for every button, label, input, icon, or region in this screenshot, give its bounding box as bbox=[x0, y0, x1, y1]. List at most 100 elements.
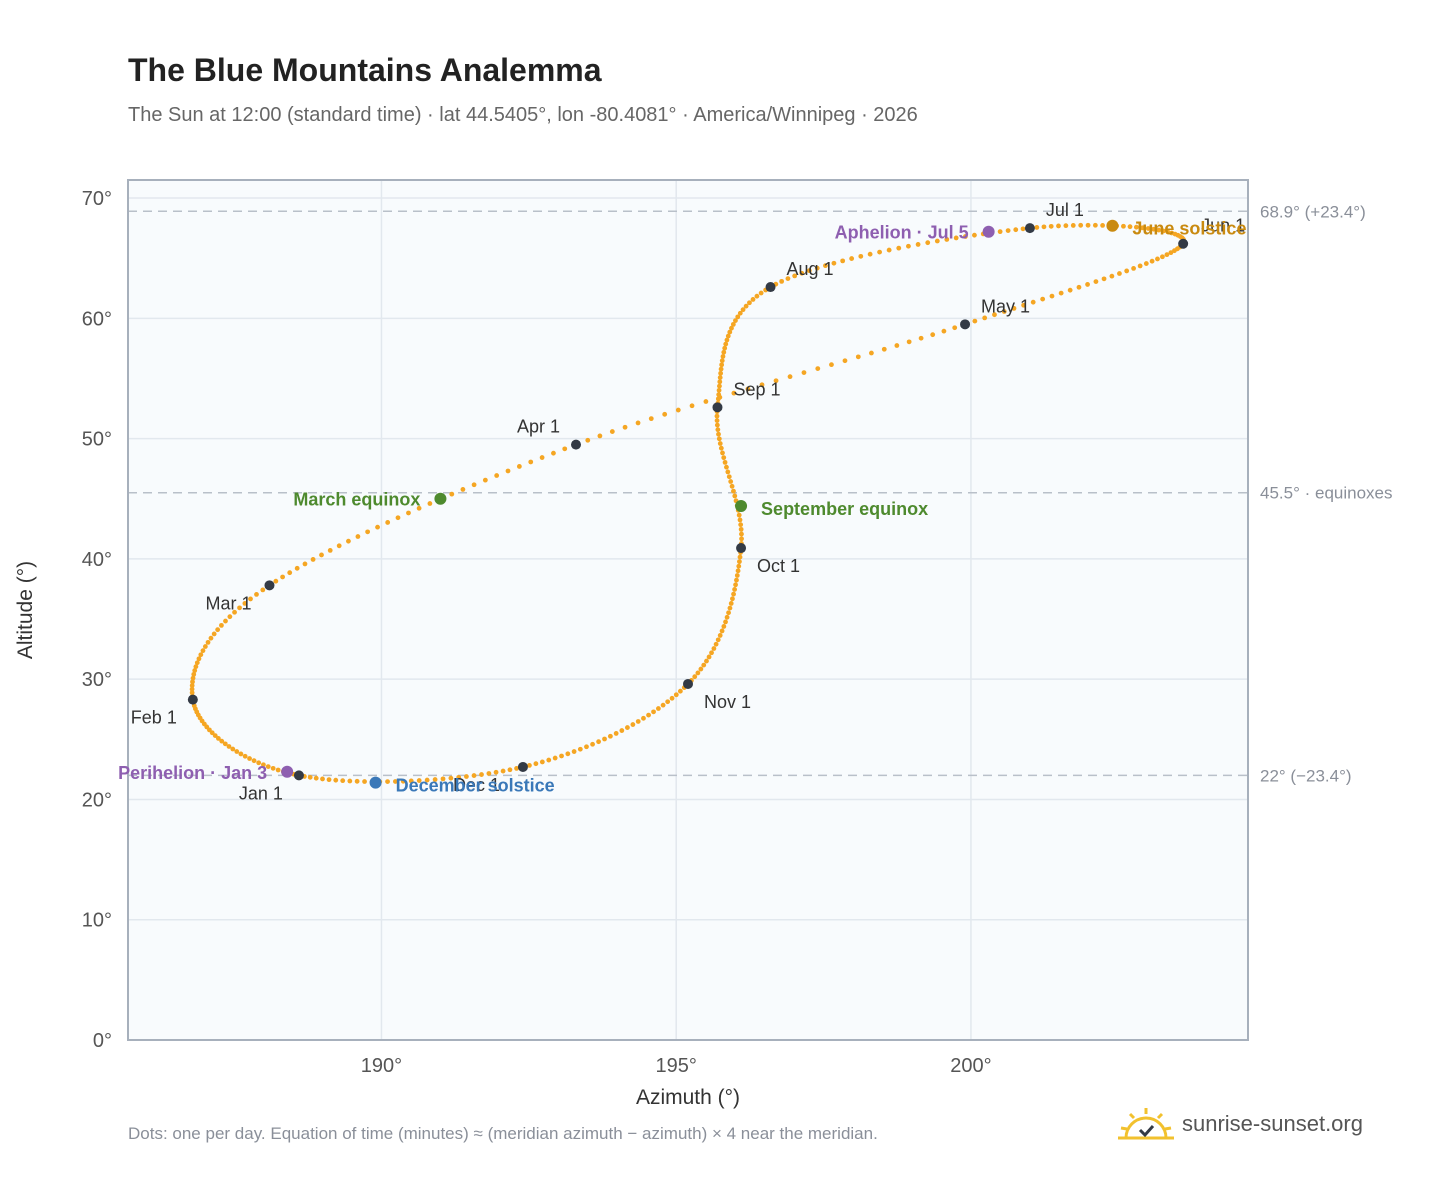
daily-dot bbox=[930, 332, 936, 338]
daily-dot bbox=[486, 771, 492, 776]
daily-dot bbox=[1149, 258, 1155, 264]
daily-dot bbox=[416, 778, 422, 783]
daily-dot bbox=[739, 531, 744, 537]
reference-line-label: 22° (−23.4°) bbox=[1260, 766, 1352, 785]
daily-dot bbox=[704, 658, 709, 664]
daily-dot bbox=[906, 339, 912, 345]
month-label: Mar 1 bbox=[205, 593, 251, 613]
month-label: Feb 1 bbox=[131, 708, 177, 728]
analemma-path bbox=[189, 222, 1187, 785]
daily-dot bbox=[718, 445, 724, 451]
daily-dot bbox=[1001, 309, 1007, 314]
event-label: March equinox bbox=[293, 490, 420, 510]
daily-dot bbox=[1145, 226, 1151, 231]
daily-dot bbox=[270, 765, 276, 771]
daily-dot bbox=[709, 650, 714, 656]
daily-dot bbox=[238, 751, 244, 757]
daily-dot bbox=[730, 596, 735, 602]
daily-dot bbox=[773, 378, 779, 384]
daily-dot bbox=[721, 455, 727, 461]
daily-dot bbox=[731, 591, 736, 597]
daily-dot bbox=[1021, 302, 1027, 308]
daily-dot bbox=[814, 265, 820, 271]
daily-dot bbox=[254, 592, 259, 597]
daily-dot bbox=[1085, 282, 1090, 287]
daily-dot bbox=[400, 778, 406, 784]
daily-dot bbox=[706, 654, 712, 660]
daily-dot bbox=[539, 455, 545, 460]
daily-dot bbox=[516, 464, 522, 469]
daily-dot bbox=[758, 290, 764, 296]
daily-dot bbox=[1140, 225, 1145, 231]
daily-dot bbox=[392, 779, 398, 784]
daily-dot bbox=[737, 517, 743, 523]
daily-dot bbox=[1151, 226, 1157, 232]
daily-dot bbox=[829, 362, 834, 368]
daily-dot bbox=[689, 403, 695, 409]
daily-dot bbox=[395, 515, 401, 521]
daily-dot bbox=[635, 420, 641, 426]
daily-dot bbox=[725, 333, 731, 339]
daily-dot bbox=[1092, 222, 1098, 228]
daily-dot bbox=[894, 343, 900, 348]
y-tick-label: 10° bbox=[82, 910, 112, 932]
daily-dot bbox=[715, 427, 721, 433]
daily-dot bbox=[831, 260, 837, 266]
daily-dot bbox=[714, 422, 720, 428]
daily-dot bbox=[226, 744, 232, 749]
daily-dot bbox=[189, 690, 195, 696]
x-tick-label: 200° bbox=[950, 1055, 991, 1077]
daily-dot bbox=[527, 762, 532, 768]
daily-dot bbox=[737, 310, 743, 316]
daily-dot bbox=[646, 712, 651, 718]
month-point bbox=[960, 319, 971, 330]
month-point bbox=[683, 678, 693, 689]
daily-dot bbox=[635, 719, 641, 724]
daily-dot bbox=[735, 314, 741, 320]
daily-dot bbox=[703, 399, 709, 404]
daily-dot bbox=[500, 768, 506, 774]
month-label: Nov 1 bbox=[704, 692, 751, 712]
daily-dot bbox=[669, 695, 675, 701]
daily-dot bbox=[1056, 223, 1061, 229]
daily-dot bbox=[602, 736, 607, 742]
daily-dot bbox=[1085, 222, 1091, 228]
month-label: Sep 1 bbox=[733, 379, 780, 399]
month-points: Jan 1 Feb 1 Mar 1 Apr 1 May 1 Jun 1 Jul 1 Aug 1… bbox=[131, 200, 1245, 803]
daily-dot bbox=[731, 390, 737, 396]
y-tick-label: 20° bbox=[82, 789, 112, 811]
daily-dot bbox=[982, 315, 988, 321]
brand-logo[interactable]: sunrise-sunset.org bbox=[1118, 1102, 1363, 1146]
daily-dot bbox=[886, 247, 892, 253]
daily-dot bbox=[625, 725, 630, 730]
daily-dot bbox=[716, 436, 722, 442]
daily-dot bbox=[701, 662, 707, 668]
daily-dot bbox=[208, 635, 214, 641]
daily-dot bbox=[716, 387, 722, 393]
daily-dot bbox=[1005, 228, 1011, 234]
daily-dot bbox=[1063, 223, 1069, 229]
daily-dot bbox=[733, 582, 738, 588]
daily-dot bbox=[736, 512, 742, 518]
daily-dot bbox=[571, 749, 577, 754]
month-point bbox=[1024, 223, 1035, 234]
daily-dot bbox=[915, 242, 921, 247]
daily-dot bbox=[799, 270, 805, 276]
daily-dot bbox=[1041, 224, 1047, 230]
daily-dot bbox=[739, 536, 744, 542]
daily-dot bbox=[896, 245, 902, 251]
daily-dot bbox=[918, 335, 924, 341]
daily-dot bbox=[260, 587, 266, 593]
daily-dot bbox=[925, 240, 931, 246]
daily-dot bbox=[1070, 223, 1076, 228]
daily-dot bbox=[200, 648, 206, 654]
daily-dot bbox=[736, 563, 742, 569]
daily-dot bbox=[692, 674, 698, 680]
daily-dot bbox=[1100, 222, 1105, 228]
daily-dot bbox=[562, 446, 568, 452]
daily-dot bbox=[641, 715, 646, 721]
daily-dot bbox=[552, 755, 558, 761]
daily-dot bbox=[729, 483, 735, 489]
daily-dot bbox=[190, 675, 196, 681]
x-axis-label: Azimuth (°) bbox=[636, 1086, 740, 1109]
